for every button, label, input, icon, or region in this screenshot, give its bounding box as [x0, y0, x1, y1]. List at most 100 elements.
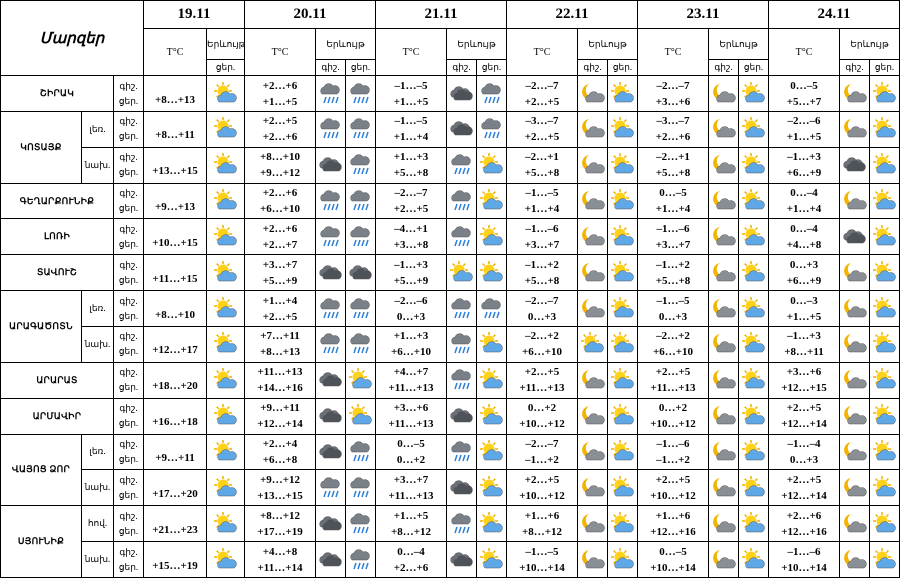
temp-range: +3…+7 — [655, 238, 691, 251]
icon-cell — [446, 541, 477, 578]
temp-range: –1…+2 — [525, 258, 559, 271]
periods: գիշ. ցեր. — [113, 325, 144, 363]
temp-range: +5…+9 — [393, 274, 429, 287]
weather-icon — [479, 475, 503, 497]
icon-cell — [607, 218, 638, 256]
weather-icon — [712, 155, 736, 174]
icon-cell — [345, 290, 376, 327]
weather-icon — [349, 154, 370, 175]
weather-icon — [843, 119, 867, 138]
weather-icon — [712, 191, 736, 210]
zone: հով. — [81, 505, 114, 543]
temp-range: +9…+13 — [154, 201, 196, 214]
weather-icon — [213, 332, 237, 353]
weather-icon — [610, 404, 634, 425]
icon-cell — [738, 110, 769, 148]
temp-range: 0…+3 — [789, 453, 819, 466]
temp-range: +1…+6 — [655, 509, 691, 522]
temp-range: –2…–6 — [787, 115, 821, 128]
temperature: +9…+12 +13…+15 — [244, 469, 316, 507]
regions-title: Մարզեր — [0, 0, 144, 77]
temperature: 0…–5 0…+2 — [375, 433, 447, 471]
icon-cell — [446, 254, 477, 292]
temperature: +15…+19 — [143, 541, 207, 578]
icon-cell — [315, 505, 346, 543]
icon-cell — [869, 75, 900, 112]
region-row: նախ. գիշ. ցեր. +17…+20 +9…+12 +13…+15 +3…+7 +11… — [1, 469, 900, 507]
temp-range: +16…+18 — [152, 416, 198, 429]
temperature: –1…+3 +6…+9 — [768, 146, 840, 184]
temperature: +2…+5 +10…+12 — [506, 469, 578, 507]
icon-cell — [839, 254, 870, 292]
weather-icon — [741, 224, 765, 246]
icon-cell — [869, 433, 900, 471]
icon-cell — [577, 146, 608, 184]
temperature: +11…+15 — [143, 254, 207, 292]
temp-range: +10…+14 — [781, 561, 827, 574]
temp-range: –2…–7 — [525, 294, 559, 307]
temp-range: –1…–6 — [787, 545, 821, 558]
icon-cell — [577, 325, 608, 363]
periods: գիշ. ցեր. — [113, 505, 144, 543]
icon-cell — [869, 541, 900, 578]
temp-range: +14…+16 — [257, 382, 303, 395]
day-header: ցեր. — [607, 59, 638, 77]
weather-icon — [479, 260, 503, 281]
weather-icon — [741, 404, 765, 425]
day-header: ցեր. — [476, 59, 507, 77]
temp-header: T°C — [637, 28, 709, 77]
temp-range: –1…–6 — [656, 437, 690, 450]
icon-cell — [577, 505, 608, 543]
temp-range: –2…–7 — [525, 79, 559, 92]
icon-cell — [476, 218, 507, 256]
phenomenon-header: Երևույթ — [708, 28, 769, 61]
temp-range: –1…+2 — [525, 453, 559, 466]
icon-cell — [345, 218, 376, 256]
temp-range: +12…+16 — [650, 525, 696, 538]
temperature: 0…–5 +1…+4 — [637, 182, 709, 220]
icon-cell — [577, 290, 608, 327]
icon-cell — [869, 110, 900, 148]
temp-range: +6…+9 — [786, 167, 822, 180]
temp-range: +3…+7 — [524, 238, 560, 251]
icon-cell — [869, 290, 900, 327]
icon-cell — [708, 182, 739, 220]
temp-range: +17…+20 — [152, 487, 198, 500]
period: ցեր. — [118, 131, 139, 142]
icon-cell — [869, 397, 900, 435]
temperature: +1…+4 +2…+5 — [244, 290, 316, 327]
icon-cell — [708, 469, 739, 507]
icon-cell — [869, 505, 900, 543]
icon-cell — [476, 505, 507, 543]
icon-cell — [839, 290, 870, 327]
temp-range: +13…+15 — [257, 489, 303, 502]
weather-icon — [843, 477, 867, 497]
weather-icon — [712, 406, 736, 425]
temp-range: +9…+11 — [155, 451, 195, 464]
weather-icon — [843, 441, 867, 461]
icon-cell — [839, 397, 870, 435]
region-name: ԱՐՄԱՎԻՐ — [0, 397, 114, 435]
weather-icon — [479, 224, 503, 246]
temp-header: T°C — [768, 28, 840, 77]
temp-range: –3…–7 — [525, 115, 559, 128]
temperature: –1…–5 +1…+4 — [375, 110, 447, 148]
weather-icon — [319, 82, 340, 103]
weather-icon — [213, 260, 237, 281]
periods: գիշ. ցեր. — [113, 75, 144, 112]
temperature: –2…–7 0…+3 — [506, 290, 578, 327]
icon-cell — [345, 541, 376, 578]
weather-icon — [843, 191, 867, 210]
temp-range: +5…+9 — [262, 274, 298, 287]
weather-icon — [479, 404, 503, 425]
icon-cell — [738, 541, 769, 578]
temperature: –2…–7 +3…+6 — [637, 75, 709, 112]
weather-icon — [712, 513, 736, 532]
temperature: +2…+5 +2…+6 — [244, 110, 316, 148]
region-row: ՇԻՐԱԿ գիշ. ցեր. +8…+13 +2…+6 +1…+5 –1…–5 +1…+5–… — [0, 75, 900, 112]
night-header: գիշ. — [315, 59, 346, 77]
temp-range: +7…+11 — [260, 330, 300, 343]
icon-cell — [446, 75, 477, 112]
icon-cell — [315, 218, 346, 256]
temperature: –3…–7 +2…+5 — [506, 110, 578, 148]
